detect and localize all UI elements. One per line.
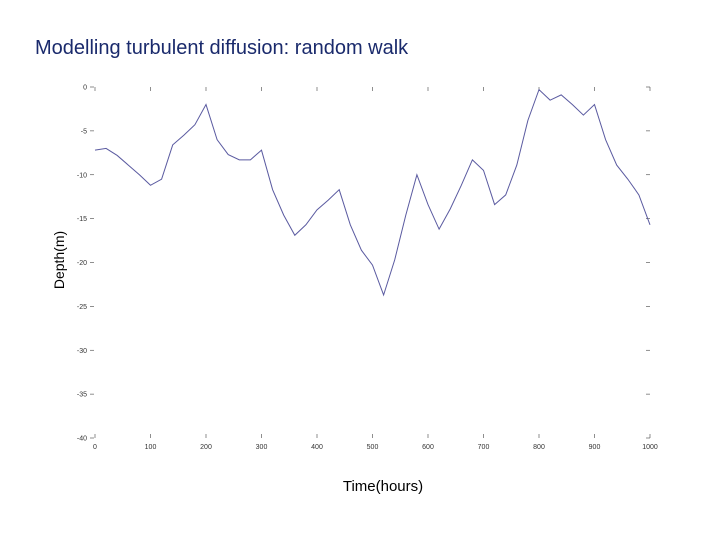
data-line xyxy=(94,88,651,297)
y-axis-label: Depth(m) xyxy=(51,231,67,289)
x-axis-label: Time(hours) xyxy=(343,478,423,495)
y-tick-label: -5 xyxy=(81,128,87,135)
x-tick-label: 100 xyxy=(145,444,157,451)
y-tick-label: -20 xyxy=(77,260,87,267)
x-tick-label: 400 xyxy=(311,444,323,451)
y-tick-label: 0 xyxy=(83,85,87,92)
x-tick-label: 800 xyxy=(533,444,545,451)
y-tick-label: -30 xyxy=(77,348,87,355)
x-tick-label: 600 xyxy=(422,444,434,451)
x-tick-label: 900 xyxy=(589,444,601,451)
x-tick-label: 1000 xyxy=(642,444,658,451)
x-tick-label: 0 xyxy=(93,444,97,451)
y-tick-label: -10 xyxy=(77,172,87,179)
chart-title: Modelling turbulent diffusion: random wa… xyxy=(35,37,409,59)
x-tick-label: 200 xyxy=(200,444,212,451)
x-tick-label: 300 xyxy=(256,444,268,451)
y-tick-label: -25 xyxy=(77,304,87,311)
x-tick-label: 500 xyxy=(367,444,379,451)
y-tick-label: -15 xyxy=(77,216,87,223)
y-tick-label: -40 xyxy=(77,436,87,443)
y-tick-label: -35 xyxy=(77,392,87,399)
x-tick-label: 700 xyxy=(478,444,490,451)
